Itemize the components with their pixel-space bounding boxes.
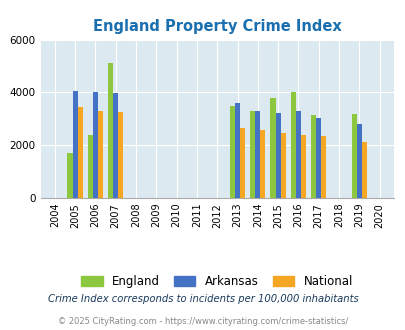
Bar — [290, 92, 295, 198]
Bar — [295, 112, 300, 198]
Bar — [239, 127, 245, 198]
Legend: England, Arkansas, National: England, Arkansas, National — [77, 270, 357, 293]
Bar — [315, 118, 320, 198]
Bar — [361, 142, 366, 198]
Bar — [72, 91, 77, 198]
Bar — [260, 130, 265, 198]
Bar — [77, 108, 83, 198]
Bar — [320, 137, 326, 198]
Bar — [93, 92, 98, 198]
Text: © 2025 CityRating.com - https://www.cityrating.com/crime-statistics/: © 2025 CityRating.com - https://www.city… — [58, 317, 347, 326]
Bar — [356, 123, 361, 198]
Bar — [234, 103, 239, 198]
Bar — [229, 106, 234, 198]
Text: Crime Index corresponds to incidents per 100,000 inhabitants: Crime Index corresponds to incidents per… — [47, 294, 358, 304]
Bar — [118, 112, 123, 198]
Bar — [108, 63, 113, 198]
Bar — [275, 113, 280, 198]
Bar — [300, 135, 305, 198]
Bar — [87, 135, 93, 198]
Bar — [270, 98, 275, 198]
Bar — [280, 133, 285, 198]
Bar — [255, 111, 260, 198]
Bar — [98, 111, 103, 198]
Bar — [351, 114, 356, 198]
Bar — [310, 115, 315, 198]
Bar — [249, 112, 255, 198]
Bar — [113, 93, 118, 198]
Title: England Property Crime Index: England Property Crime Index — [93, 19, 341, 34]
Bar — [67, 153, 72, 198]
